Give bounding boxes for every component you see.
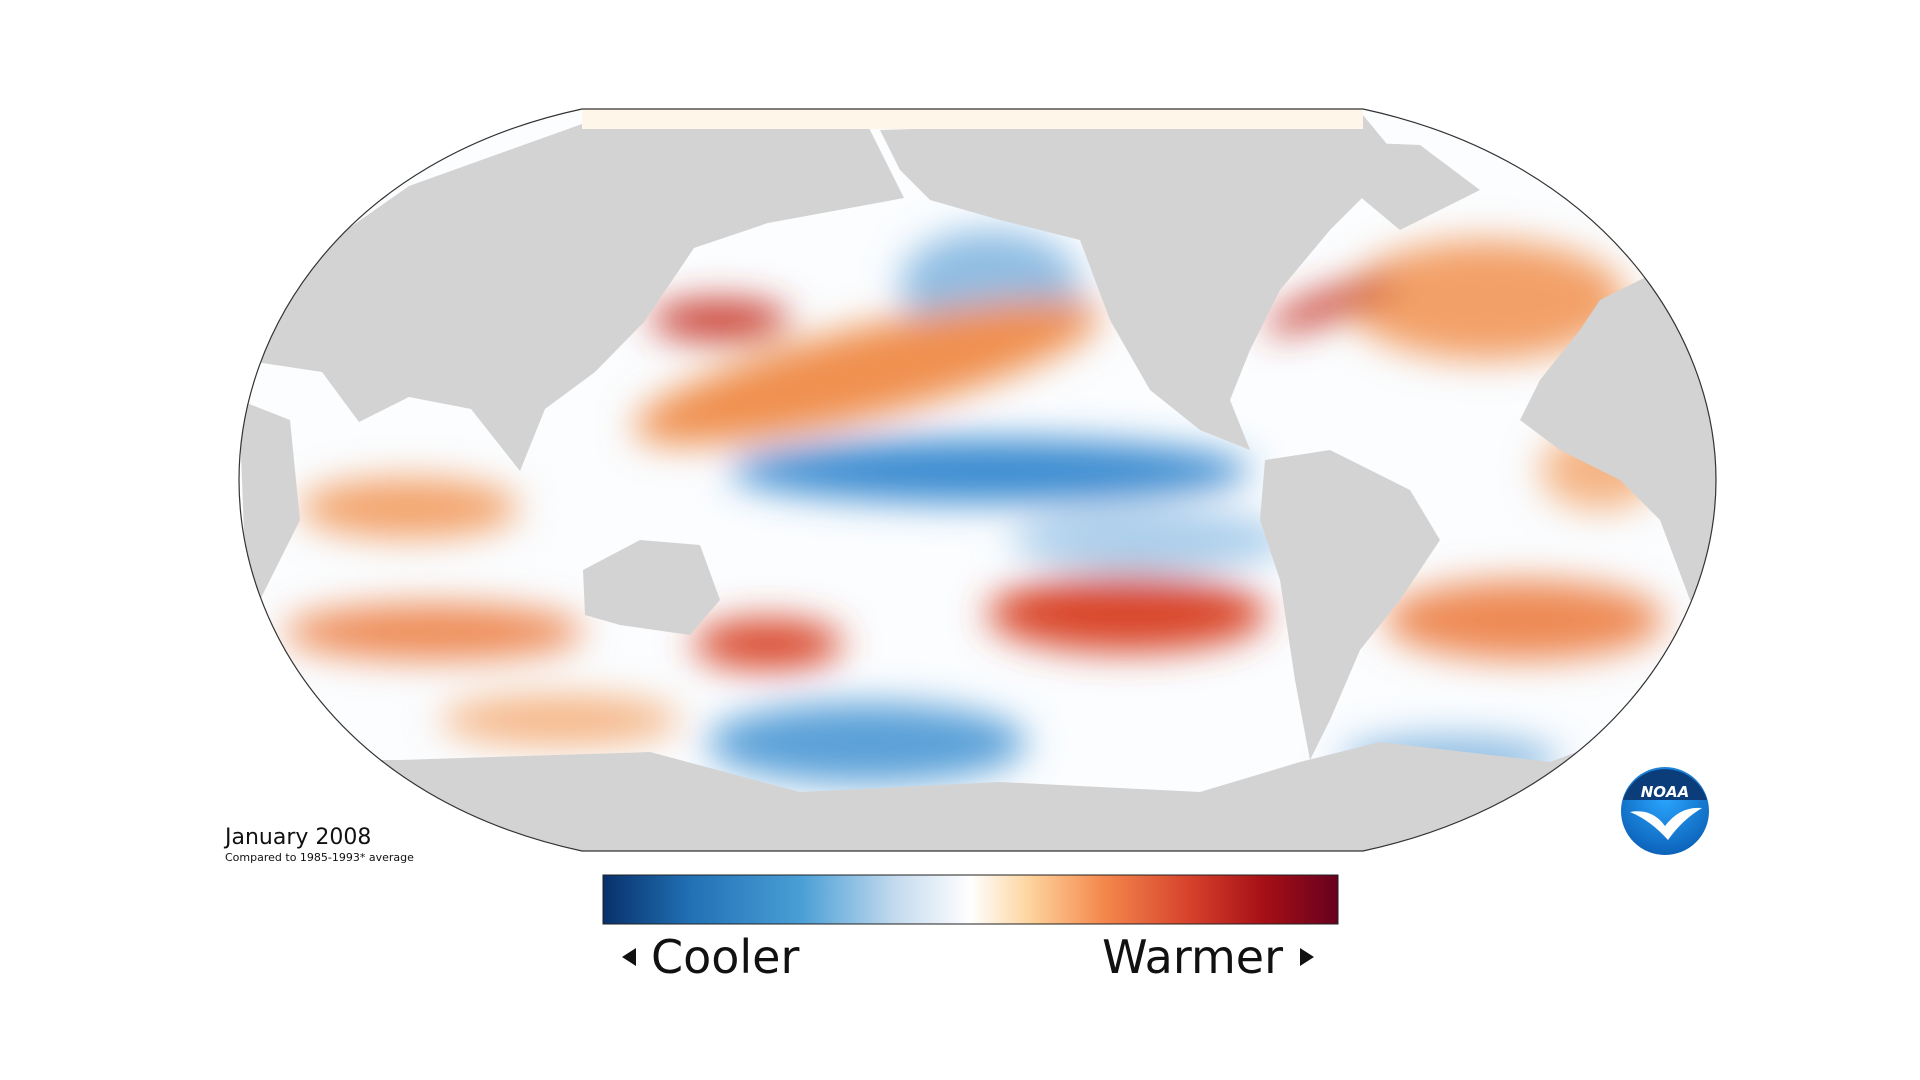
anomalies: [284, 230, 1664, 785]
antarctica: [239, 700, 1716, 851]
warmer-label: Warmer: [1102, 930, 1283, 984]
map-body: [239, 109, 1716, 851]
africa-west: [239, 400, 300, 600]
warmer-arrow: [1300, 948, 1314, 966]
date-label: January 2008: [223, 825, 371, 850]
cooler-arrow: [622, 948, 636, 966]
logo-text: NOAA: [1641, 783, 1690, 801]
greenland: [1300, 140, 1480, 230]
north-america: [880, 115, 1400, 450]
logo-bird: [1630, 807, 1702, 840]
europe-africa: [1520, 270, 1716, 600]
arctic-ice-edge: [582, 109, 1363, 129]
landmasses: [239, 115, 1716, 851]
south-america: [1260, 450, 1440, 760]
map-outline: [238, 108, 1717, 852]
noaa-logo: NOAA: [1621, 767, 1709, 855]
baseline-caption: Compared to 1985-1993* average: [225, 851, 414, 864]
eurasia: [242, 124, 904, 471]
cooler-label: Cooler: [651, 930, 799, 984]
logo-top: [1623, 769, 1707, 800]
color-scale: [602, 874, 1339, 925]
australia: [583, 540, 720, 635]
